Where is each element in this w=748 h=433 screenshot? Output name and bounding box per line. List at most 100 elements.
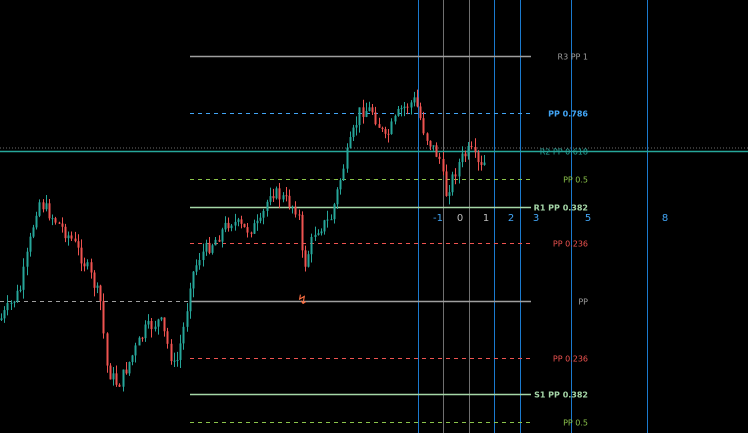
candle-body [0, 318, 3, 320]
candle-body [262, 210, 265, 218]
pivot-levels[interactable] [0, 55, 748, 423]
candle-body [454, 174, 457, 177]
fib-zone-label-5: 5 [585, 213, 591, 224]
pivot-start-marker[interactable]: ↯ [297, 293, 308, 308]
candle-body [224, 222, 227, 230]
candle-body [61, 223, 64, 227]
candle-body [64, 226, 67, 239]
candle-body [410, 102, 413, 108]
candle-body [394, 115, 397, 122]
candle-body [288, 195, 291, 208]
candle-body [70, 235, 73, 239]
fib-zone-label-4: 3 [533, 213, 539, 224]
candle-body [186, 311, 189, 327]
pivot-label-r2: R2 PP 0.618 [540, 148, 588, 157]
candle-body [374, 112, 377, 125]
pivot-label-pp5b: PP 0.5 [563, 419, 588, 428]
candle-body [403, 106, 406, 109]
candle-body [35, 215, 38, 228]
candle-body [301, 214, 304, 251]
candle-body [339, 180, 342, 190]
candle-body [147, 320, 150, 325]
pivot-label-r1: R1 PP 0.382 [534, 204, 588, 213]
candle-body [435, 145, 438, 157]
candle-body [131, 355, 134, 362]
candle-body [134, 345, 137, 356]
candle-body [173, 360, 176, 362]
candle-body [422, 118, 425, 134]
candle-body [336, 189, 339, 205]
candle-body [128, 361, 131, 374]
candle-body [22, 266, 25, 290]
candle-body [115, 373, 118, 385]
candle-body [234, 221, 237, 226]
candle-body [269, 196, 272, 202]
candle-body [381, 127, 384, 130]
candle-body [90, 262, 93, 273]
candle-body [198, 260, 201, 266]
candle-body [170, 343, 173, 362]
candle-body [256, 220, 259, 224]
candle-body [387, 133, 390, 135]
fib-time-zones[interactable]: -1 0 1 2 3 5 8 [418, 0, 669, 433]
candle-body [202, 251, 205, 261]
candle-body [176, 359, 179, 361]
candle-body [93, 272, 96, 288]
candle-body [333, 204, 336, 220]
candle-body [45, 203, 48, 210]
candle-body [32, 227, 35, 237]
candle-body [426, 133, 429, 141]
candle-body [285, 195, 288, 197]
candle-body [48, 203, 51, 219]
candle-body [99, 285, 102, 302]
candle-body [416, 97, 419, 107]
candle-body [154, 326, 157, 330]
pivot-label-s1: S1 PP 0.382 [534, 391, 588, 400]
candle-body [144, 324, 147, 339]
candle-body [29, 236, 32, 252]
candle-body [432, 145, 435, 147]
candle-body [10, 302, 13, 304]
candle-body [112, 373, 115, 380]
candle-body [365, 110, 368, 117]
candle-body [122, 369, 125, 387]
candle-body [237, 219, 240, 222]
candle-body [304, 250, 307, 267]
candle-body [298, 214, 301, 216]
candle-body [330, 219, 333, 221]
candle-body [445, 171, 448, 196]
pivot-label-pp5: PP 0.5 [563, 176, 588, 185]
fib-zone-label-2: 1 [483, 213, 489, 224]
candle-body [406, 106, 409, 108]
candle-body [397, 108, 400, 116]
candle-body [141, 337, 144, 339]
candle-body [51, 218, 54, 220]
candle-body [230, 225, 233, 229]
candle-body [419, 106, 422, 119]
pivot-label-pp236a: PP 0.236 [553, 240, 588, 249]
candle-body [390, 121, 393, 135]
candle-body [192, 271, 195, 289]
candle-body [464, 153, 467, 157]
candle-body [138, 337, 141, 346]
candle-body [74, 238, 77, 242]
candle-body [240, 219, 243, 224]
candle-body [278, 188, 281, 200]
candle-body [362, 107, 365, 117]
candle-body [371, 107, 374, 113]
candle-body [182, 326, 185, 344]
candle-body [483, 162, 486, 165]
candle-body [378, 124, 381, 128]
candle-body [19, 289, 22, 291]
candle-body [358, 107, 361, 126]
candle-body [314, 234, 317, 237]
fib-zone-label-6: 8 [662, 213, 668, 224]
candle-body [166, 331, 169, 344]
candle-body [474, 147, 477, 153]
candle-body [458, 162, 461, 177]
candle-body [307, 254, 310, 267]
candle-body [250, 232, 253, 234]
candle-body [470, 146, 473, 148]
candle-body [150, 320, 153, 330]
